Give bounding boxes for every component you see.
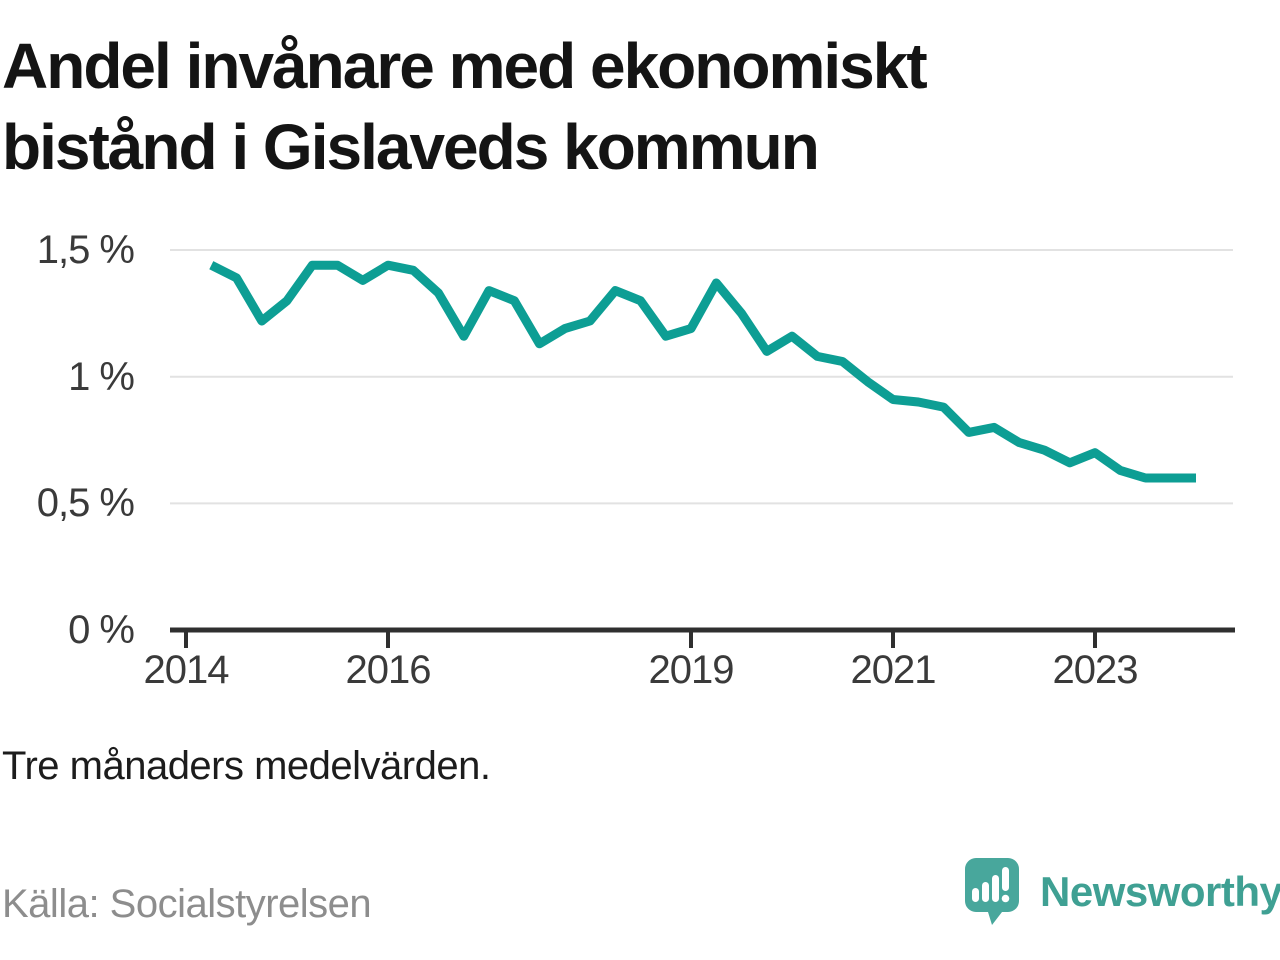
title-line-2: bistånd i Gislaveds kommun: [2, 111, 820, 184]
y-tick-label: 1 %: [68, 354, 135, 399]
logo-exclamation-bar: [1002, 867, 1009, 891]
y-tick-label: 0 %: [68, 608, 135, 652]
page-title: Andel invånare med ekonomiskt bistånd i …: [2, 26, 928, 189]
x-tick-label: 2016: [345, 648, 432, 692]
chart-footnote: Tre månaders medelvärden.: [2, 744, 491, 788]
x-tick-label: 2023: [1052, 648, 1139, 692]
x-tick-label: 2021: [850, 648, 937, 692]
newsworthy-logo-icon: [965, 858, 1019, 925]
title-line-1: Andel invånare med ekonomiskt: [2, 30, 928, 102]
newsworthy-wordmark: Newsworthy: [1040, 868, 1280, 915]
y-tick-label: 0,5 %: [36, 481, 135, 526]
logo-bar-medium: [982, 882, 989, 902]
branding: Newsworthy: [963, 856, 1280, 928]
logo-bar-small: [972, 888, 979, 902]
logo-exclamation-dot: [1001, 894, 1010, 903]
x-tick-label: 2014: [143, 648, 230, 692]
data-line-series: [209, 260, 1196, 483]
x-tick-label: 2019: [648, 648, 735, 692]
y-tick-label: 1,5 %: [36, 228, 135, 273]
source-label: Källa: Socialstyrelsen: [2, 882, 372, 926]
logo-bar-tall: [992, 875, 999, 902]
